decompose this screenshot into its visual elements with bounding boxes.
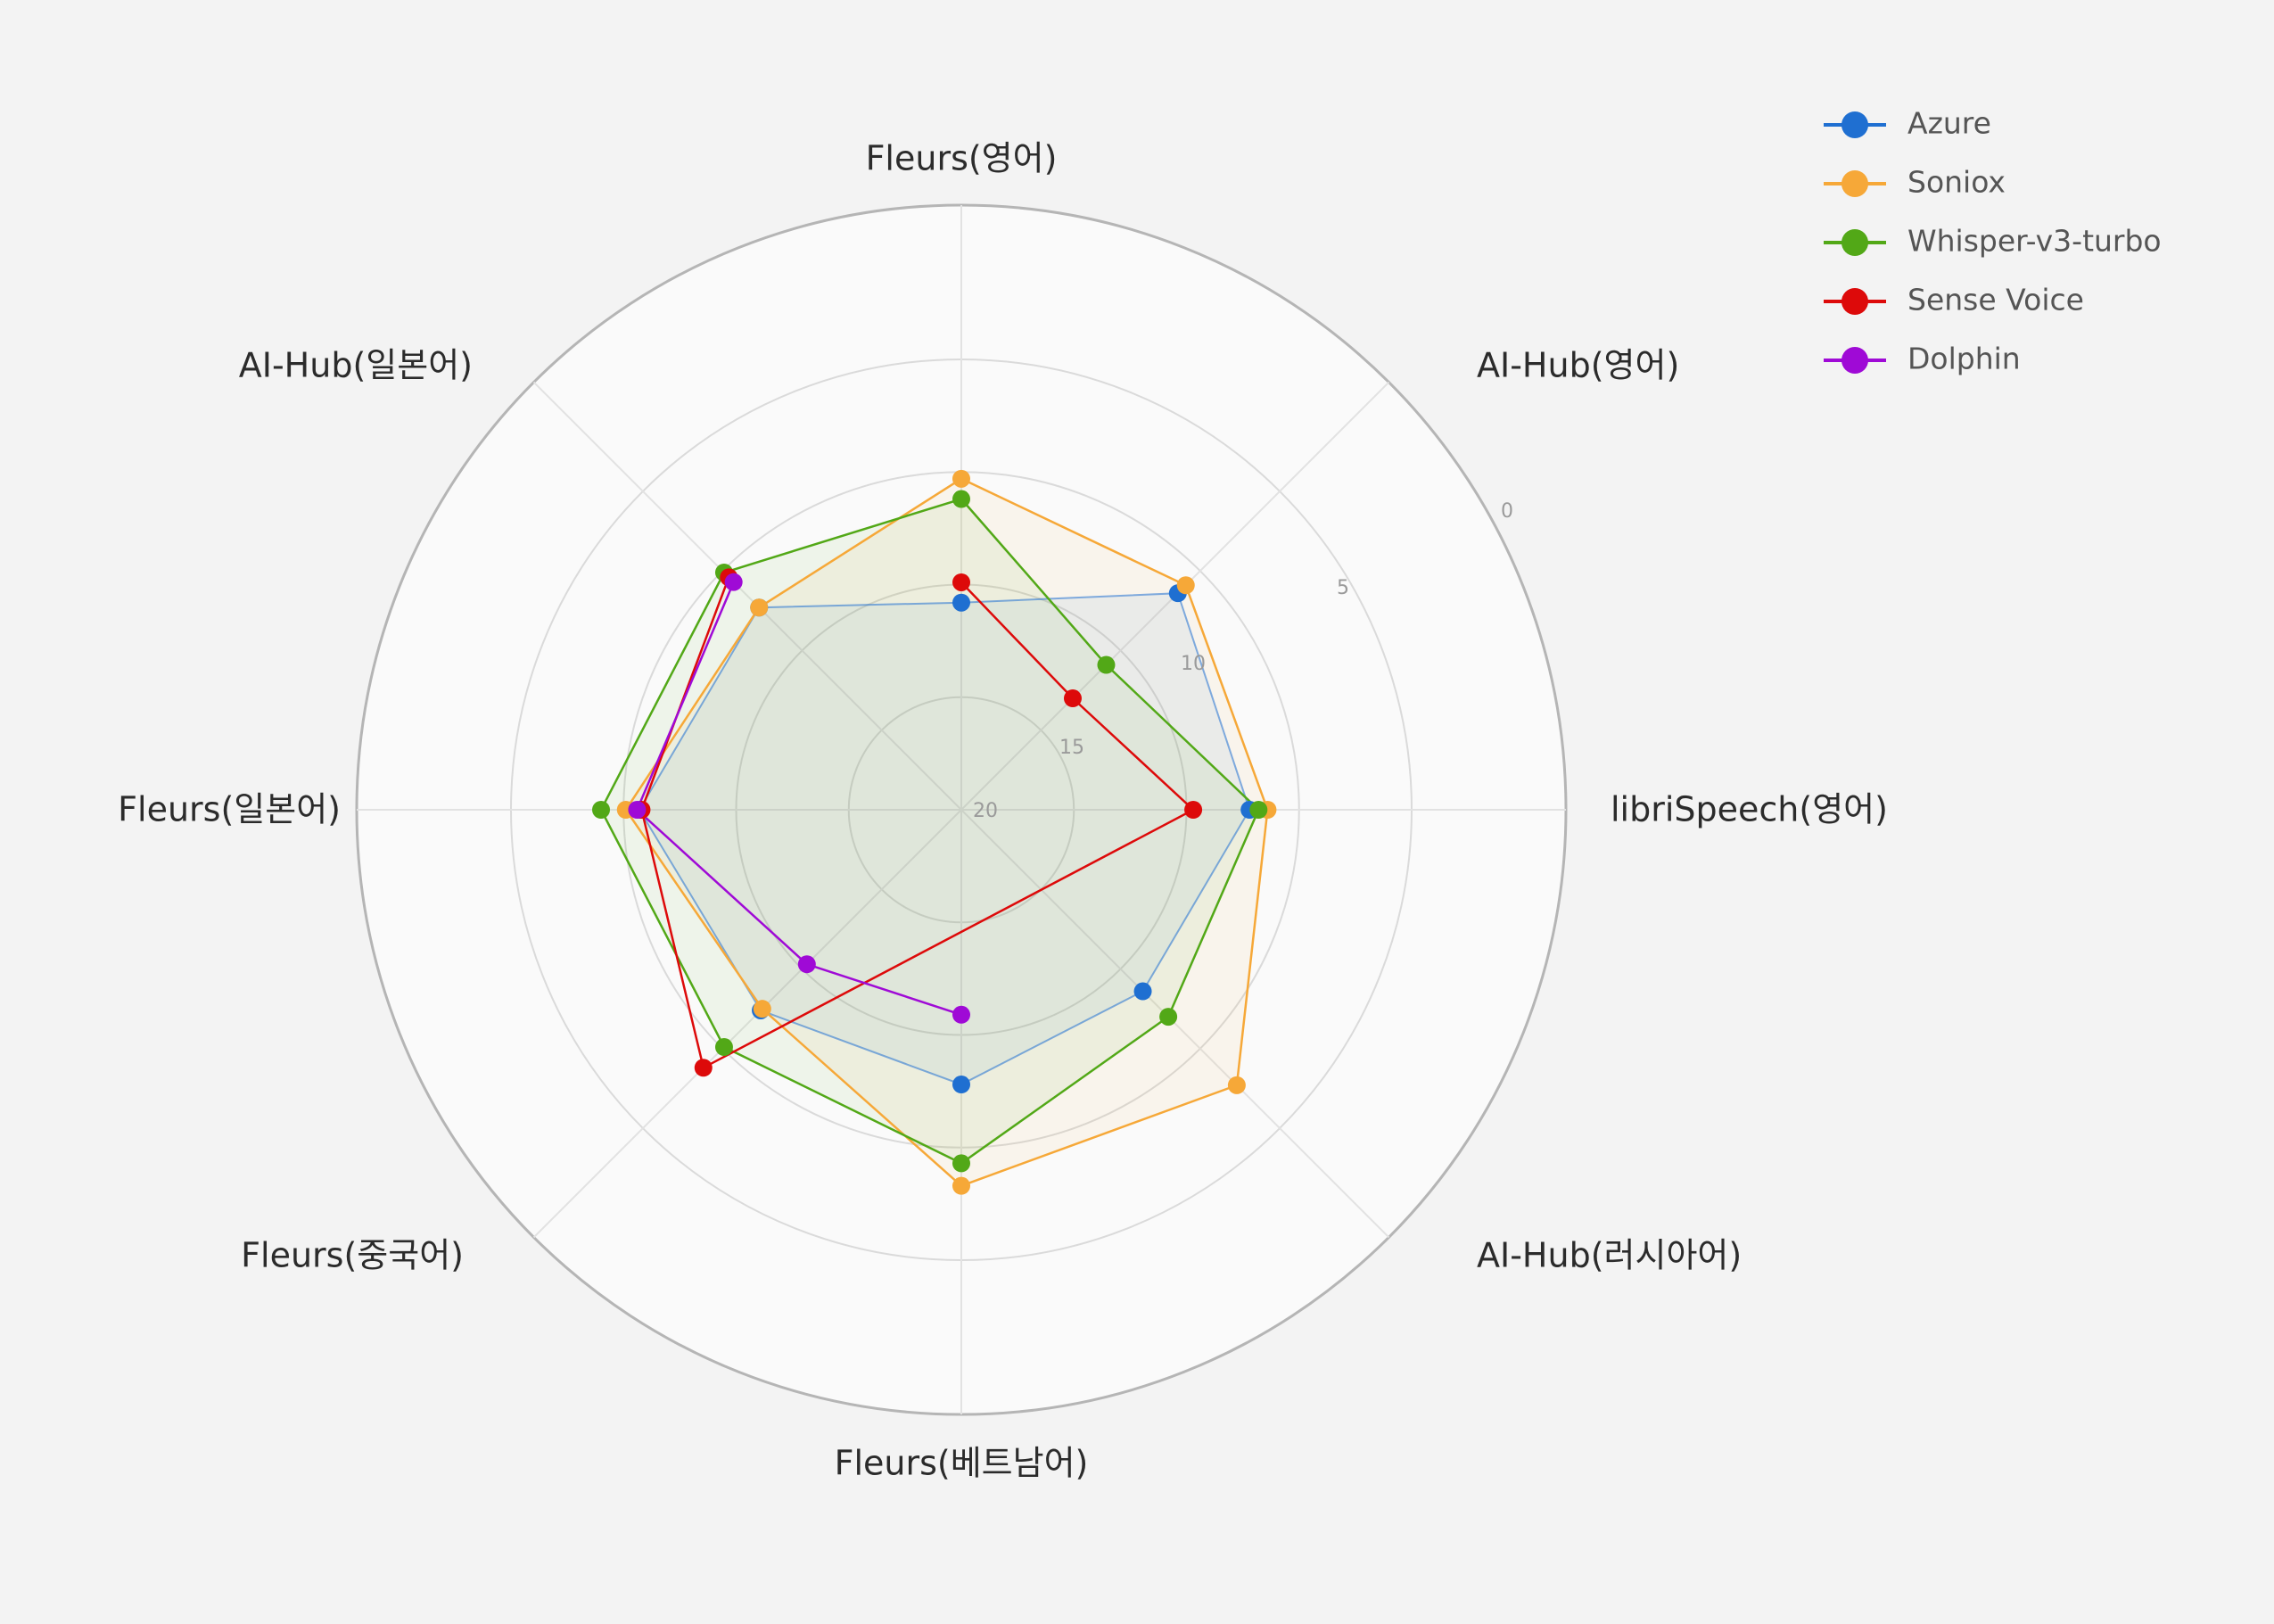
data-point-soniox-3 xyxy=(1227,1076,1246,1094)
data-point-soniox-4 xyxy=(952,1176,970,1195)
legend-label: Dolphin xyxy=(1907,342,2021,376)
data-point-sense-voice-1 xyxy=(1063,689,1082,708)
axis-label-1: AI-Hub(영어) xyxy=(1477,346,1679,385)
series-fill-azure xyxy=(639,593,1250,1084)
legend[interactable]: Azure Soniox Whisper-v3-turbo Sense Voice Do… xyxy=(1824,106,2162,376)
data-point-sense-voice-0 xyxy=(952,573,970,591)
legend-item-azure[interactable]: Azure xyxy=(1824,106,1991,141)
data-point-whisper-v3-turbo-6 xyxy=(592,801,610,819)
data-point-dolphin-5 xyxy=(797,955,816,974)
data-point-soniox-7 xyxy=(750,598,769,617)
legend-item-sense-voice[interactable]: Sense Voice xyxy=(1824,283,2084,317)
data-point-soniox-0 xyxy=(952,469,970,488)
axis-label-2: libriSpeech(영어) xyxy=(1611,790,1888,829)
legend-swatch-marker xyxy=(1841,229,1868,256)
data-point-sense-voice-2 xyxy=(1184,801,1203,819)
data-point-azure-3 xyxy=(1133,982,1152,1001)
data-point-whisper-v3-turbo-2 xyxy=(1249,801,1268,819)
data-point-whisper-v3-turbo-3 xyxy=(1159,1008,1178,1026)
radial-tick-labels: 0 5 10 15 20 xyxy=(973,500,1513,822)
data-point-azure-4 xyxy=(952,1076,970,1094)
data-point-soniox-5 xyxy=(753,1000,771,1018)
axis-label-7: AI-Hub(일본어) xyxy=(239,346,473,385)
legend-item-whisper-v3-turbo[interactable]: Whisper-v3-turbo xyxy=(1824,224,2162,259)
axis-label-3: AI-Hub(러시아어) xyxy=(1477,1236,1742,1275)
legend-label: Sense Voice xyxy=(1907,283,2084,317)
axis-label-6: Fleurs(일본어) xyxy=(118,790,341,829)
radial-tick-20: 20 xyxy=(973,800,998,822)
series-fill-whisper-v3-turbo xyxy=(601,499,1259,1164)
axis-labels: Fleurs(영어) AI-Hub(영어) libriSpeech(영어) AI-Hu… xyxy=(118,139,1888,1483)
data-point-dolphin-7 xyxy=(724,573,743,591)
axis-label-5: Fleurs(중국어) xyxy=(241,1236,464,1275)
axis-label-4: Fleurs(베트남어) xyxy=(835,1444,1089,1483)
legend-item-dolphin[interactable]: Dolphin xyxy=(1824,342,2021,376)
series-fills xyxy=(601,478,1268,1186)
legend-label: Soniox xyxy=(1907,165,2006,200)
legend-swatch-marker xyxy=(1841,170,1868,197)
radial-tick-0: 0 xyxy=(1501,500,1513,523)
axis-label-0: Fleurs(영어) xyxy=(866,139,1058,178)
data-point-sense-voice-5 xyxy=(694,1059,713,1077)
spoke-7 xyxy=(532,381,962,811)
legend-label: Azure xyxy=(1907,106,1991,141)
series-points xyxy=(592,469,1277,1195)
spoke-3 xyxy=(960,809,1390,1239)
data-point-soniox-1 xyxy=(1176,576,1195,595)
data-point-whisper-v3-turbo-1 xyxy=(1097,655,1116,674)
legend-item-soniox[interactable]: Soniox xyxy=(1824,165,2006,200)
radial-tick-15: 15 xyxy=(1059,737,1084,759)
legend-label: Whisper-v3-turbo xyxy=(1907,224,2162,259)
legend-swatch-marker xyxy=(1841,347,1868,374)
legend-swatch-marker xyxy=(1841,111,1868,138)
spoke-5 xyxy=(532,809,962,1239)
radial-tick-10: 10 xyxy=(1181,653,1206,675)
data-point-whisper-v3-turbo-0 xyxy=(952,490,970,508)
data-point-whisper-v3-turbo-5 xyxy=(714,1038,733,1057)
data-point-azure-0 xyxy=(952,593,970,612)
series-line-dolphin xyxy=(635,581,962,1016)
data-point-dolphin-4 xyxy=(952,1005,970,1024)
data-point-whisper-v3-turbo-4 xyxy=(952,1154,970,1173)
radial-tick-5: 5 xyxy=(1337,577,1349,599)
legend-swatch-marker xyxy=(1841,288,1868,315)
series-line-sense-voice xyxy=(640,576,1196,1070)
data-point-dolphin-6 xyxy=(628,801,647,819)
